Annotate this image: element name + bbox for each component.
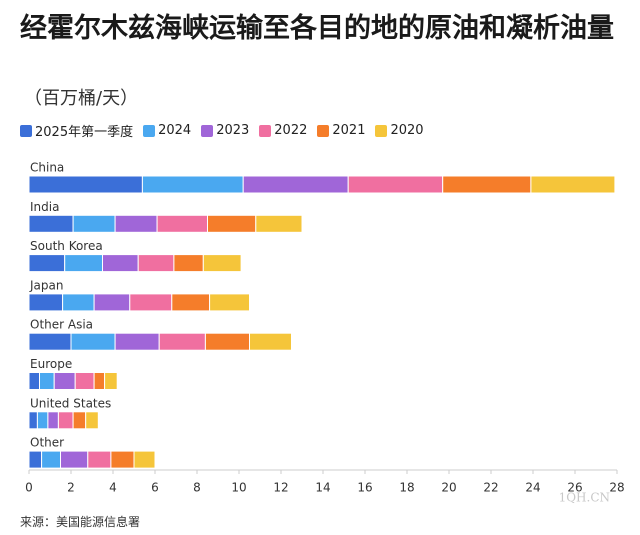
- x-tick-label: 14: [315, 481, 330, 495]
- bar-segment: [158, 332, 206, 351]
- legend-swatch: [317, 124, 330, 137]
- legend: 2025年第一季度 2024 2023 2022 2021 2020: [20, 121, 424, 140]
- bar-segment: [141, 175, 244, 194]
- legend-label: 2020: [390, 123, 424, 138]
- bar-segment: [209, 293, 251, 312]
- bar-segment: [202, 254, 242, 273]
- bar-segment: [28, 214, 74, 233]
- bar-segment: [104, 372, 118, 390]
- bar-segment: [156, 214, 209, 233]
- legend-swatch: [375, 124, 388, 137]
- legend-label: 2024: [158, 123, 192, 138]
- bar-segment: [204, 332, 250, 351]
- category-label: Other Asia: [30, 318, 93, 332]
- x-tick-label: 4: [109, 481, 117, 495]
- legend-item: 2023: [201, 123, 249, 138]
- bar-segment: [137, 254, 175, 273]
- bar-segment: [28, 293, 64, 312]
- bar-segment: [114, 214, 158, 233]
- legend-swatch: [259, 124, 272, 137]
- legend-label: 2021: [332, 123, 366, 138]
- category-label: India: [30, 200, 59, 214]
- x-tick-label: 8: [193, 481, 201, 495]
- bar-segment: [53, 372, 76, 390]
- x-tick-label: 22: [483, 481, 498, 495]
- chart-title: 经霍尔木兹海峡运输至各目的地的原油和凝析油量: [20, 13, 614, 44]
- legend-item: 2021: [317, 123, 365, 138]
- x-tick-label: 10: [231, 481, 246, 495]
- bar-segment: [129, 293, 173, 312]
- bar-segment: [72, 214, 116, 233]
- bar-segment: [74, 372, 95, 390]
- x-tick-label: 20: [441, 481, 456, 495]
- bar-segment: [173, 254, 204, 273]
- bar-segment: [60, 450, 89, 469]
- bar-segment: [62, 293, 95, 312]
- watermark: 1QH.CN: [559, 491, 610, 505]
- bar-segment: [47, 411, 59, 430]
- bar-segment: [93, 293, 131, 312]
- x-tick-label: 0: [25, 481, 33, 495]
- legend-item: 2024: [143, 123, 191, 138]
- bar-segment: [28, 372, 40, 390]
- category-label: Europe: [30, 357, 72, 371]
- legend-item: 2020: [375, 123, 424, 138]
- bar-segment: [57, 411, 74, 430]
- bar-segment: [28, 450, 43, 469]
- legend-item: 2022: [259, 123, 307, 138]
- bar-segment: [347, 175, 444, 194]
- x-tick-label: 24: [525, 481, 540, 495]
- bar-segment: [171, 293, 211, 312]
- legend-label: 2022: [274, 123, 308, 138]
- bar-segment: [28, 332, 72, 351]
- bar-segment: [39, 372, 55, 390]
- bar-segment: [530, 175, 616, 194]
- bar-segment: [41, 450, 61, 469]
- bar-segment: [28, 254, 66, 273]
- x-tick-label: 6: [151, 481, 159, 495]
- legend-label: 2023: [216, 123, 250, 138]
- x-tick-label: 16: [357, 481, 372, 495]
- x-tick-label: 2: [67, 481, 75, 495]
- x-tick-label: 12: [273, 481, 288, 495]
- chart-subtitle: （百万桶/天）: [24, 88, 139, 109]
- legend-swatch: [20, 124, 32, 137]
- bar-segment: [114, 332, 160, 351]
- category-label: South Korea: [30, 239, 103, 253]
- bar-segment: [28, 175, 143, 194]
- bar-segment: [110, 450, 135, 469]
- category-label: Japan: [29, 278, 63, 292]
- bar-segment: [36, 411, 49, 430]
- legend-swatch: [201, 124, 214, 137]
- bar-segment: [207, 214, 257, 233]
- bar-segment: [249, 332, 292, 351]
- x-tick-label: 28: [609, 481, 624, 495]
- bar-segment: [87, 450, 112, 469]
- category-label: United States: [30, 396, 111, 410]
- bar-segment: [93, 372, 106, 390]
- bar-segment: [70, 332, 116, 351]
- bar-segment: [28, 411, 38, 430]
- category-label: China: [30, 161, 64, 175]
- bar-segment: [85, 411, 99, 430]
- bar-segment: [255, 214, 303, 233]
- x-tick-label: 26: [567, 481, 582, 495]
- bar-segment: [102, 254, 139, 273]
- bar-segment: [133, 450, 156, 469]
- legend-label: 2025年第一季度: [35, 125, 134, 140]
- legend-item: 2025年第一季度: [20, 121, 133, 140]
- bar-segment: [242, 175, 349, 194]
- category-label: Other: [30, 436, 64, 450]
- bar-segment: [64, 254, 103, 273]
- bar-segment: [72, 411, 87, 430]
- x-tick-label: 18: [399, 481, 414, 495]
- source-note: 来源：美国能源信息署: [20, 515, 141, 529]
- legend-swatch: [143, 124, 156, 137]
- bar-segment: [442, 175, 532, 194]
